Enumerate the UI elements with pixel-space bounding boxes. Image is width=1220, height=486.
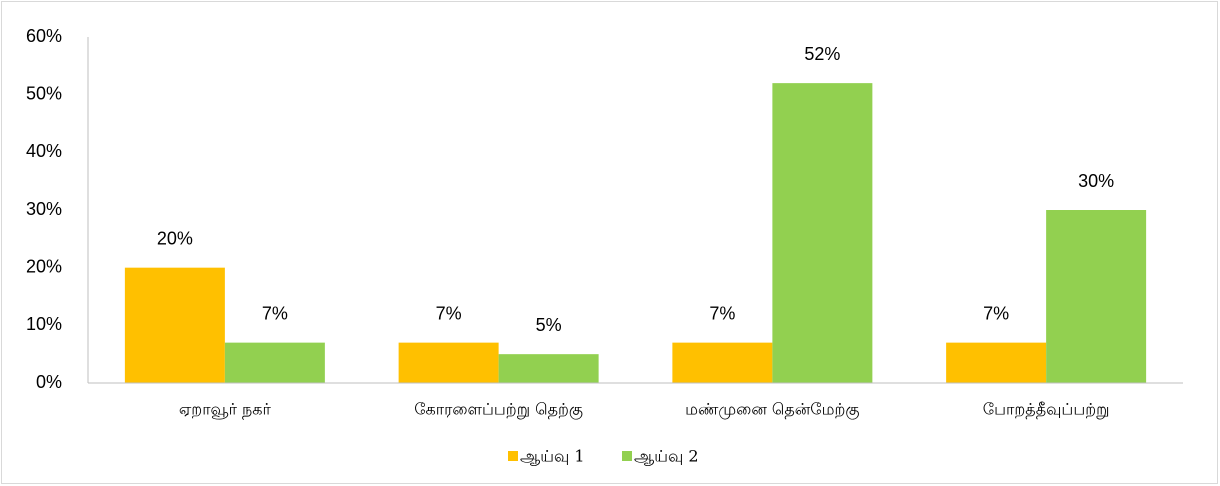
x-tick-label: மண்முனை தென்மேற்கு (685, 400, 859, 420)
x-tick-label: போறத்தீவுப்பற்று (983, 400, 1110, 420)
data-label: 7% (983, 303, 1009, 323)
bar (672, 342, 773, 383)
bar (498, 354, 599, 383)
bar (398, 342, 499, 383)
y-tick-label: 50% (26, 83, 62, 103)
legend-swatch (622, 451, 632, 461)
legend-swatch (508, 451, 518, 461)
y-tick-label: 0% (36, 372, 62, 392)
x-tick-label: கோரளைப்பற்று தெற்கு (414, 400, 583, 420)
bar (124, 267, 225, 383)
bar (946, 342, 1047, 383)
legend-label: ஆய்வு 2 (634, 447, 699, 466)
data-label: 30% (1078, 171, 1114, 191)
data-label: 5% (536, 315, 562, 335)
data-label: 7% (709, 303, 735, 323)
legend-label: ஆய்வு 1 (520, 447, 585, 466)
data-label: 7% (262, 303, 288, 323)
x-tick-label: ஏறாவூர் நகர் (179, 400, 272, 419)
bar (224, 342, 325, 383)
y-tick-label: 60% (26, 26, 62, 46)
data-label: 52% (804, 44, 840, 64)
y-tick-label: 30% (26, 199, 62, 219)
data-label: 20% (157, 228, 193, 248)
y-tick-label: 20% (26, 256, 62, 276)
bar (772, 83, 873, 383)
y-tick-label: 10% (26, 314, 62, 334)
bar (1046, 210, 1147, 383)
y-tick-label: 40% (26, 141, 62, 161)
data-label: 7% (436, 303, 462, 323)
